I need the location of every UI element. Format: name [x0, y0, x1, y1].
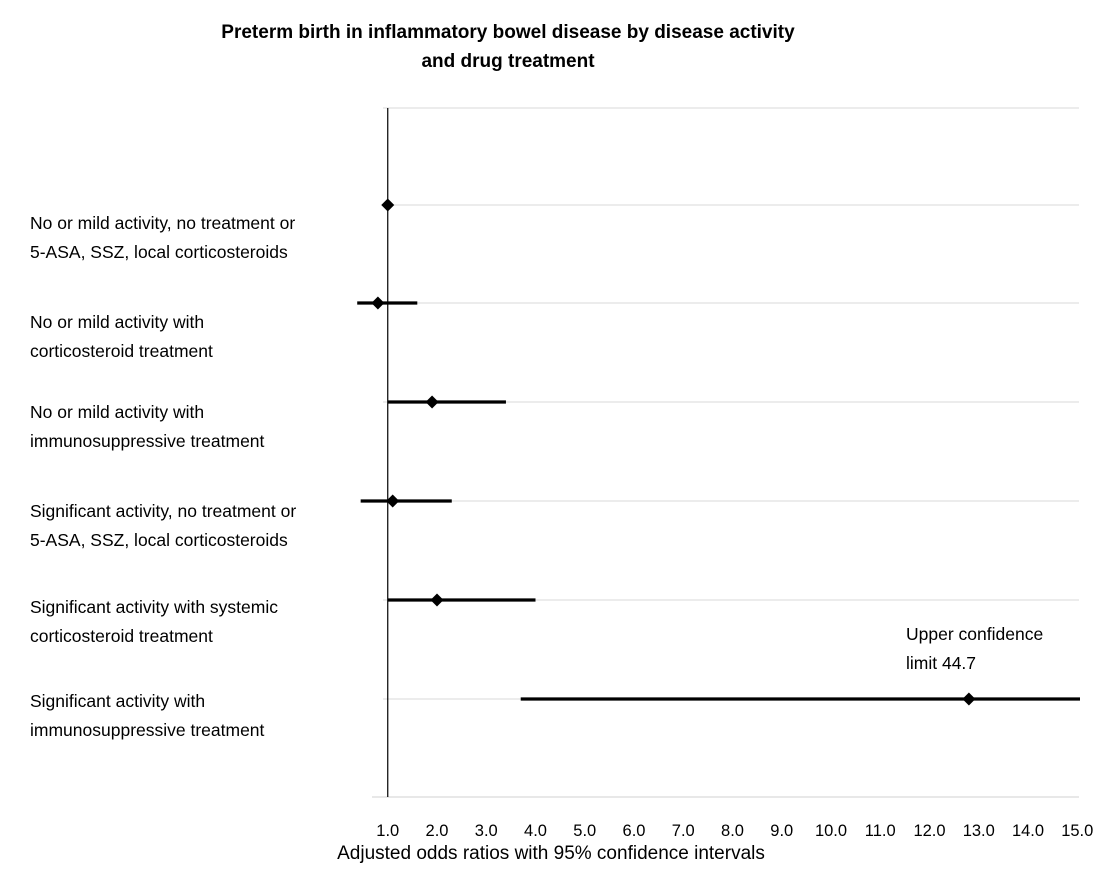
annotation-line-2: limit 44.7	[906, 653, 977, 673]
category-label: No or mild activity with immunosuppressiv…	[30, 398, 382, 456]
x-tick-label: 13.0	[963, 822, 995, 840]
x-tick-label: 4.0	[524, 822, 547, 840]
category-label-line: corticosteroid treatment	[30, 341, 213, 361]
category-label-line: No or mild activity with	[30, 402, 205, 422]
category-label-line: No or mild activity with	[30, 312, 205, 332]
x-axis-title: Adjusted odds ratios with 95% confidence…	[337, 843, 765, 864]
category-label-line: No or mild activity, no treatment or	[30, 213, 296, 233]
category-label: Significant activity with immunosuppressi…	[30, 687, 382, 745]
x-tick-label: 9.0	[770, 822, 793, 840]
chart-title-line-2: and drug treatment	[421, 51, 595, 72]
x-tick-label: 5.0	[573, 822, 596, 840]
category-label: No or mild activity with corticosteroid t…	[30, 308, 382, 366]
category-label-line: immunosuppressive treatment	[30, 431, 265, 451]
point-estimate-marker	[386, 494, 400, 508]
x-tick-label: 12.0	[913, 822, 945, 840]
x-tick-label: 3.0	[475, 822, 498, 840]
category-label: Significant activity, no treatment or 5-A…	[30, 497, 382, 555]
point-estimate-marker	[425, 395, 439, 409]
x-tick-label: 7.0	[672, 822, 695, 840]
x-tick-label: 14.0	[1012, 822, 1044, 840]
category-label: Significant activity with systemic cortic…	[30, 593, 382, 651]
category-label-line: Significant activity with systemic	[30, 597, 278, 617]
point-estimate-marker	[962, 692, 976, 706]
category-label-line: immunosuppressive treatment	[30, 720, 265, 740]
category-label-line: Significant activity, no treatment or	[30, 501, 297, 521]
category-label-line: 5-ASA, SSZ, local corticosteroids	[30, 242, 288, 262]
category-label-line: corticosteroid treatment	[30, 626, 213, 646]
x-tick-label: 1.0	[376, 822, 399, 840]
x-tick-label: 6.0	[623, 822, 646, 840]
chart-title: Preterm birth in inflammatory bowel dise…	[0, 18, 1016, 76]
x-tick-label: 2.0	[426, 822, 449, 840]
point-estimate-marker	[371, 296, 385, 310]
category-label-line: 5-ASA, SSZ, local corticosteroids	[30, 530, 288, 550]
point-estimate-marker	[381, 198, 395, 212]
annotation-line-1: Upper confidence	[906, 624, 1044, 644]
x-tick-label: 11.0	[865, 822, 896, 840]
chart-title-line-1: Preterm birth in inflammatory bowel dise…	[221, 22, 795, 43]
x-tick-label: 8.0	[721, 822, 744, 840]
upper-limit-annotation: Upper confidence limit 44.7	[906, 620, 1043, 678]
x-tick-label: 10.0	[815, 822, 847, 840]
x-tick-label: 15.0	[1061, 822, 1093, 840]
category-label: No or mild activity, no treatment or 5-AS…	[30, 209, 382, 267]
category-label-line: Significant activity with	[30, 691, 206, 711]
point-estimate-marker	[430, 593, 444, 607]
